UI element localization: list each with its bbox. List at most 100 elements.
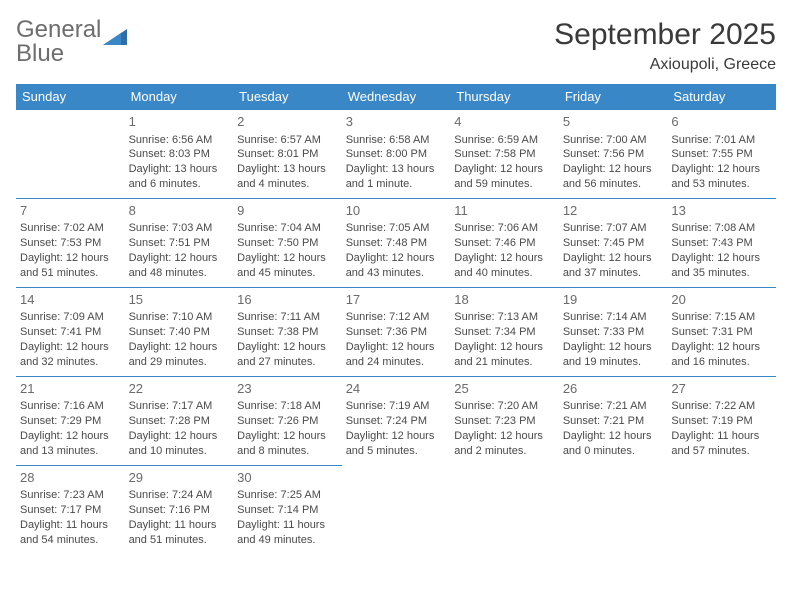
- sunset-line: Sunset: 7:38 PM: [237, 325, 338, 340]
- sunset-line: Sunset: 7:31 PM: [671, 325, 772, 340]
- sunrise-line: Sunrise: 7:05 AM: [346, 221, 447, 236]
- calendar-day-cell: 17Sunrise: 7:12 AMSunset: 7:36 PMDayligh…: [342, 287, 451, 376]
- daylight-line: Daylight: 12 hours and 13 minutes.: [20, 429, 121, 459]
- location-label: Axioupoli, Greece: [554, 56, 776, 74]
- sunrise-line: Sunrise: 7:24 AM: [129, 488, 230, 503]
- daylight-line: Daylight: 12 hours and 35 minutes.: [671, 251, 772, 281]
- sunrise-line: Sunrise: 7:07 AM: [563, 221, 664, 236]
- sunset-line: Sunset: 7:53 PM: [20, 236, 121, 251]
- calendar-day-cell: 16Sunrise: 7:11 AMSunset: 7:38 PMDayligh…: [233, 287, 342, 376]
- calendar-day-cell: 11Sunrise: 7:06 AMSunset: 7:46 PMDayligh…: [450, 198, 559, 287]
- brand-logo: General Blue: [16, 18, 133, 66]
- weekday-header: Thursday: [450, 84, 559, 110]
- sunset-line: Sunset: 8:03 PM: [129, 147, 230, 162]
- day-number: 5: [563, 113, 664, 131]
- calendar-day-cell: 23Sunrise: 7:18 AMSunset: 7:26 PMDayligh…: [233, 376, 342, 465]
- sunrise-line: Sunrise: 7:21 AM: [563, 399, 664, 414]
- day-number: 4: [454, 113, 555, 131]
- day-number: 28: [20, 469, 121, 487]
- calendar-day-cell: 15Sunrise: 7:10 AMSunset: 7:40 PMDayligh…: [125, 287, 234, 376]
- day-number: 10: [346, 202, 447, 220]
- day-number: 6: [671, 113, 772, 131]
- daylight-line: Daylight: 12 hours and 40 minutes.: [454, 251, 555, 281]
- sunset-line: Sunset: 7:34 PM: [454, 325, 555, 340]
- day-number: 14: [20, 291, 121, 309]
- sunset-line: Sunset: 7:55 PM: [671, 147, 772, 162]
- day-number: 22: [129, 380, 230, 398]
- calendar-day-cell: 14Sunrise: 7:09 AMSunset: 7:41 PMDayligh…: [16, 287, 125, 376]
- calendar-day-cell: [559, 465, 668, 553]
- calendar-day-cell: [16, 110, 125, 199]
- sunset-line: Sunset: 7:14 PM: [237, 503, 338, 518]
- sunset-line: Sunset: 7:33 PM: [563, 325, 664, 340]
- sunrise-line: Sunrise: 7:12 AM: [346, 310, 447, 325]
- sunset-line: Sunset: 7:51 PM: [129, 236, 230, 251]
- daylight-line: Daylight: 11 hours and 54 minutes.: [20, 518, 121, 548]
- calendar-day-cell: 13Sunrise: 7:08 AMSunset: 7:43 PMDayligh…: [667, 198, 776, 287]
- daylight-line: Daylight: 13 hours and 4 minutes.: [237, 162, 338, 192]
- day-number: 25: [454, 380, 555, 398]
- sunrise-line: Sunrise: 7:08 AM: [671, 221, 772, 236]
- day-number: 3: [346, 113, 447, 131]
- calendar-day-cell: 5Sunrise: 7:00 AMSunset: 7:56 PMDaylight…: [559, 110, 668, 199]
- daylight-line: Daylight: 12 hours and 21 minutes.: [454, 340, 555, 370]
- calendar-day-cell: 18Sunrise: 7:13 AMSunset: 7:34 PMDayligh…: [450, 287, 559, 376]
- daylight-line: Daylight: 12 hours and 53 minutes.: [671, 162, 772, 192]
- calendar-day-cell: [667, 465, 776, 553]
- calendar-day-cell: 30Sunrise: 7:25 AMSunset: 7:14 PMDayligh…: [233, 465, 342, 553]
- calendar-day-cell: 20Sunrise: 7:15 AMSunset: 7:31 PMDayligh…: [667, 287, 776, 376]
- daylight-line: Daylight: 12 hours and 2 minutes.: [454, 429, 555, 459]
- sunset-line: Sunset: 8:00 PM: [346, 147, 447, 162]
- calendar-day-cell: 27Sunrise: 7:22 AMSunset: 7:19 PMDayligh…: [667, 376, 776, 465]
- sunrise-line: Sunrise: 7:01 AM: [671, 133, 772, 148]
- day-number: 9: [237, 202, 338, 220]
- sunrise-line: Sunrise: 7:04 AM: [237, 221, 338, 236]
- brand-part1: General: [16, 16, 101, 43]
- calendar-day-cell: 26Sunrise: 7:21 AMSunset: 7:21 PMDayligh…: [559, 376, 668, 465]
- calendar-week-row: 1Sunrise: 6:56 AMSunset: 8:03 PMDaylight…: [16, 110, 776, 199]
- sunrise-line: Sunrise: 6:59 AM: [454, 133, 555, 148]
- sunset-line: Sunset: 7:28 PM: [129, 414, 230, 429]
- calendar-day-cell: 19Sunrise: 7:14 AMSunset: 7:33 PMDayligh…: [559, 287, 668, 376]
- calendar-day-cell: 6 Sunrise: 7:01 AMSunset: 7:55 PMDaylight…: [667, 110, 776, 199]
- calendar-day-cell: 1Sunrise: 6:56 AMSunset: 8:03 PMDaylight…: [125, 110, 234, 199]
- weekday-header: Wednesday: [342, 84, 451, 110]
- daylight-line: Daylight: 12 hours and 8 minutes.: [237, 429, 338, 459]
- sunrise-line: Sunrise: 7:15 AM: [671, 310, 772, 325]
- calendar-day-cell: 22Sunrise: 7:17 AMSunset: 7:28 PMDayligh…: [125, 376, 234, 465]
- calendar-week-row: 14Sunrise: 7:09 AMSunset: 7:41 PMDayligh…: [16, 287, 776, 376]
- day-number: 13: [671, 202, 772, 220]
- sunrise-line: Sunrise: 7:19 AM: [346, 399, 447, 414]
- sunset-line: Sunset: 7:43 PM: [671, 236, 772, 251]
- daylight-line: Daylight: 12 hours and 10 minutes.: [129, 429, 230, 459]
- daylight-line: Daylight: 12 hours and 0 minutes.: [563, 429, 664, 459]
- calendar-day-cell: 24Sunrise: 7:19 AMSunset: 7:24 PMDayligh…: [342, 376, 451, 465]
- day-number: 18: [454, 291, 555, 309]
- day-number: 29: [129, 469, 230, 487]
- sunrise-line: Sunrise: 7:13 AM: [454, 310, 555, 325]
- day-number: 27: [671, 380, 772, 398]
- sunset-line: Sunset: 7:19 PM: [671, 414, 772, 429]
- calendar-day-cell: 3Sunrise: 6:58 AMSunset: 8:00 PMDaylight…: [342, 110, 451, 199]
- day-number: 24: [346, 380, 447, 398]
- sunrise-line: Sunrise: 7:22 AM: [671, 399, 772, 414]
- daylight-line: Daylight: 12 hours and 19 minutes.: [563, 340, 664, 370]
- day-number: 26: [563, 380, 664, 398]
- calendar-day-cell: 9Sunrise: 7:04 AMSunset: 7:50 PMDaylight…: [233, 198, 342, 287]
- weekday-header: Friday: [559, 84, 668, 110]
- calendar-day-cell: 29Sunrise: 7:24 AMSunset: 7:16 PMDayligh…: [125, 465, 234, 553]
- daylight-line: Daylight: 12 hours and 32 minutes.: [20, 340, 121, 370]
- sunset-line: Sunset: 7:40 PM: [129, 325, 230, 340]
- day-number: 16: [237, 291, 338, 309]
- calendar-day-cell: 8Sunrise: 7:03 AMSunset: 7:51 PMDaylight…: [125, 198, 234, 287]
- sunrise-line: Sunrise: 7:20 AM: [454, 399, 555, 414]
- sunrise-line: Sunrise: 7:00 AM: [563, 133, 664, 148]
- sunset-line: Sunset: 7:45 PM: [563, 236, 664, 251]
- daylight-line: Daylight: 12 hours and 29 minutes.: [129, 340, 230, 370]
- calendar-week-row: 28Sunrise: 7:23 AMSunset: 7:17 PMDayligh…: [16, 465, 776, 553]
- sunrise-line: Sunrise: 7:09 AM: [20, 310, 121, 325]
- sunrise-line: Sunrise: 7:11 AM: [237, 310, 338, 325]
- sunset-line: Sunset: 7:16 PM: [129, 503, 230, 518]
- daylight-line: Daylight: 12 hours and 5 minutes.: [346, 429, 447, 459]
- weekday-header: Saturday: [667, 84, 776, 110]
